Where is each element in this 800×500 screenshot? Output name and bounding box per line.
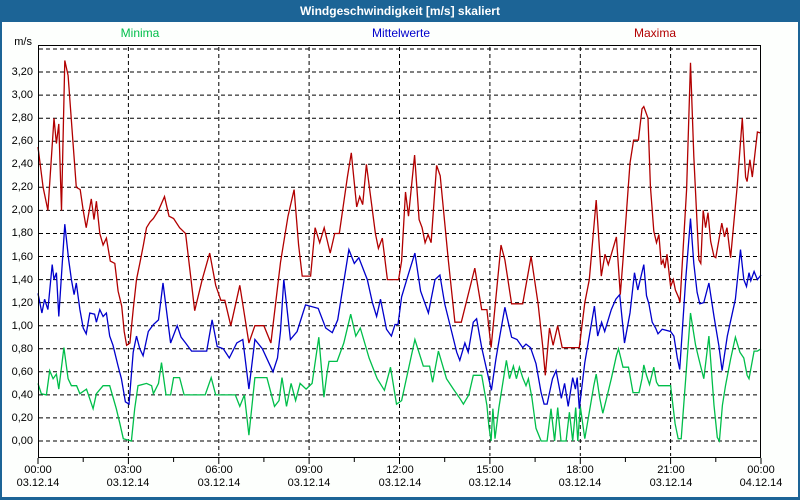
y-tick-label: 1,80 xyxy=(11,227,33,239)
x-tick-time: 03:00 xyxy=(114,464,142,476)
y-tick-label: 2,40 xyxy=(11,158,33,170)
window-title: Windgeschwindigkeit [m/s] skaliert xyxy=(300,4,500,18)
window-border-left xyxy=(0,0,2,500)
plot-area xyxy=(37,45,762,464)
x-tick-time: 09:00 xyxy=(295,464,323,476)
x-tick-date: 03.12.14 xyxy=(468,477,512,489)
axis-ticks xyxy=(37,458,762,464)
window-titlebar: Windgeschwindigkeit [m/s] skaliert xyxy=(0,0,800,22)
x-tick-label: 09:00 03.12.14 xyxy=(277,464,341,490)
window-border-right xyxy=(798,0,800,500)
x-tick-label: 12:00 03.12.14 xyxy=(368,464,432,490)
window-border-bottom xyxy=(0,497,800,500)
x-tick-time: 06:00 xyxy=(205,464,233,476)
y-tick-label: 2,60 xyxy=(11,135,33,147)
x-tick-label: 18:00 03.12.14 xyxy=(548,464,612,490)
series-line-maxima xyxy=(37,60,762,376)
series-line-minima xyxy=(37,312,762,444)
y-tick-label: 2,80 xyxy=(11,112,33,124)
y-tick-label: 1,20 xyxy=(11,297,33,309)
legend-item-maxima: Maxima xyxy=(633,26,677,40)
x-tick-label: 21:00 03.12.14 xyxy=(639,464,703,490)
x-tick-time: 18:00 xyxy=(566,464,594,476)
y-tick-label: 2,00 xyxy=(11,204,33,216)
x-tick-label: 00:00 03.12.14 xyxy=(6,464,70,490)
x-tick-time: 21:00 xyxy=(657,464,685,476)
gridlines xyxy=(39,47,760,456)
y-tick-label: 1,60 xyxy=(11,251,33,263)
y-tick-label: 0,60 xyxy=(11,366,33,378)
x-tick-date: 03.12.14 xyxy=(378,477,422,489)
x-tick-date: 03.12.14 xyxy=(106,477,150,489)
legend-item-mittelwerte: Mittelwerte xyxy=(371,26,431,40)
x-tick-label: 06:00 03.12.14 xyxy=(187,464,251,490)
x-tick-date: 03.12.14 xyxy=(197,477,241,489)
y-tick-label: 0,80 xyxy=(11,343,33,355)
x-tick-date: 03.12.14 xyxy=(16,477,60,489)
y-tick-label: 1,40 xyxy=(11,274,33,286)
y-tick-label: 0,00 xyxy=(11,435,33,447)
x-tick-date: 04.12.14 xyxy=(739,477,783,489)
y-tick-label: 3,00 xyxy=(11,89,33,101)
y-tick-label: 1,00 xyxy=(11,320,33,332)
x-tick-date: 03.12.14 xyxy=(558,477,602,489)
y-tick-label: 2,20 xyxy=(11,181,33,193)
chart-canvas xyxy=(37,45,762,464)
legend-item-minima: Minima xyxy=(120,26,160,40)
x-tick-time: 00:00 xyxy=(24,464,52,476)
x-tick-time: 12:00 xyxy=(386,464,414,476)
y-tick-label: 0,40 xyxy=(11,389,33,401)
series-line-mittelwerte xyxy=(37,218,762,409)
x-tick-date: 03.12.14 xyxy=(287,477,331,489)
x-tick-label: 15:00 03.12.14 xyxy=(458,464,522,490)
y-tick-label: 3,20 xyxy=(11,66,33,78)
x-tick-label: 03:00 03.12.14 xyxy=(96,464,160,490)
x-tick-label: 00:00 04.12.14 xyxy=(729,464,793,490)
x-tick-time: 15:00 xyxy=(476,464,504,476)
y-tick-label: 0,20 xyxy=(11,412,33,424)
x-tick-date: 03.12.14 xyxy=(649,477,693,489)
y-axis-unit-label: m/s xyxy=(14,36,32,48)
plot-border xyxy=(38,45,761,458)
x-tick-time: 00:00 xyxy=(747,464,775,476)
